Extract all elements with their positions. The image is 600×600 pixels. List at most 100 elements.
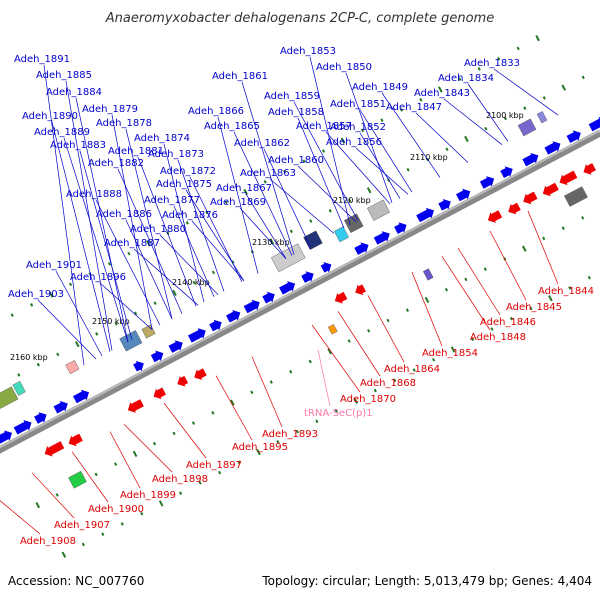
tick-mark bbox=[35, 502, 41, 509]
reverse-leader-line bbox=[527, 210, 559, 285]
tick-mark bbox=[198, 481, 202, 485]
reverse-gene-arrow bbox=[127, 399, 144, 413]
reverse-gene-arrow bbox=[559, 170, 578, 186]
forward-gene-arrow bbox=[438, 198, 451, 211]
forward-gene-arrow bbox=[566, 130, 581, 144]
forward-gene-arrow bbox=[394, 222, 407, 234]
forward-gene-label: Adeh_1852 bbox=[330, 122, 386, 133]
reverse-gene-label: Adeh_1854 bbox=[422, 348, 478, 359]
tick-mark bbox=[302, 159, 306, 164]
reverse-gene-arrow bbox=[334, 291, 348, 304]
feature-block bbox=[564, 186, 588, 207]
forward-gene-arrow bbox=[187, 328, 206, 343]
tick-mark bbox=[172, 289, 177, 297]
tick-mark bbox=[295, 429, 299, 434]
tick-mark bbox=[405, 308, 410, 313]
reverse-leader-line bbox=[251, 356, 283, 428]
tick-mark bbox=[438, 86, 443, 93]
forward-leader-line bbox=[185, 189, 245, 282]
reverse-gene-label: Adeh_1907 bbox=[54, 520, 110, 531]
feature-block bbox=[367, 199, 391, 221]
tick-mark bbox=[542, 236, 546, 241]
tick-mark bbox=[289, 229, 293, 234]
tick-mark bbox=[366, 187, 372, 194]
forward-gene-label: Adeh_1876 bbox=[162, 210, 218, 221]
tick-mark bbox=[444, 287, 449, 292]
forward-gene-arrow bbox=[522, 152, 539, 167]
forward-leader-line bbox=[345, 72, 393, 203]
tick-mark bbox=[134, 311, 138, 316]
kbp-tick-label: 2100 kbp bbox=[486, 111, 524, 120]
tick-mark bbox=[95, 332, 99, 336]
forward-gene-label: Adeh_1834 bbox=[438, 73, 494, 84]
forward-gene-label: Adeh_1884 bbox=[46, 87, 102, 98]
feature-block bbox=[0, 386, 19, 410]
tick-mark bbox=[450, 346, 456, 353]
tick-mark bbox=[315, 419, 319, 424]
forward-gene-label: Adeh_1882 bbox=[88, 158, 144, 169]
forward-leader-line bbox=[55, 270, 103, 357]
tick-mark bbox=[521, 245, 527, 252]
forward-leader-line bbox=[493, 68, 559, 116]
forward-leader-line bbox=[95, 199, 161, 326]
tick-mark bbox=[432, 357, 436, 362]
tick-mark bbox=[107, 262, 112, 266]
forward-leader-line bbox=[117, 168, 183, 314]
forward-gene-label: Adeh_1889 bbox=[34, 127, 90, 138]
forward-leader-line bbox=[111, 114, 153, 330]
tick-mark bbox=[250, 390, 254, 395]
kbp-tick-label: 2110 kbp bbox=[410, 153, 448, 162]
reverse-gene-arrow bbox=[523, 191, 538, 205]
tick-mark bbox=[477, 67, 481, 71]
tick-mark bbox=[399, 108, 403, 112]
reverse-gene-arrow bbox=[583, 163, 596, 175]
feature-block bbox=[422, 268, 434, 281]
reverse-gene-label: Adeh_1908 bbox=[20, 536, 76, 547]
feature-block bbox=[271, 243, 306, 273]
tick-mark bbox=[146, 240, 151, 247]
forward-gene-label: Adeh_1847 bbox=[386, 102, 442, 113]
reverse-gene-arrow bbox=[68, 433, 83, 447]
forward-gene-arrow bbox=[226, 309, 241, 323]
forward-gene-arrow bbox=[479, 176, 495, 189]
forward-leader-line bbox=[415, 112, 469, 163]
forward-gene-label: Adeh_1833 bbox=[464, 58, 520, 69]
feature-block bbox=[536, 111, 548, 124]
accession-text: Accession: NC_007760 bbox=[8, 574, 145, 588]
feature-block bbox=[119, 330, 143, 352]
forward-leader-line bbox=[467, 83, 509, 142]
tick-mark bbox=[497, 56, 501, 61]
forward-gene-label: Adeh_1880 bbox=[130, 224, 186, 235]
reverse-gene-label: Adeh_1844 bbox=[538, 286, 594, 297]
kbp-tick-label: 2120 kbp bbox=[333, 196, 371, 205]
reverse-leader-line bbox=[489, 230, 527, 301]
feature-block bbox=[517, 118, 537, 137]
reverse-gene-label: Adeh_1895 bbox=[232, 442, 288, 453]
kbp-tick-label: 2160 kbp bbox=[10, 353, 48, 362]
reverse-leader-line bbox=[457, 247, 501, 316]
forward-leader-line bbox=[43, 64, 85, 366]
forward-gene-label: Adeh_1860 bbox=[268, 155, 324, 166]
tick-mark bbox=[179, 491, 183, 495]
reverse-leader-line bbox=[337, 311, 381, 377]
reverse-gene-label: Adeh_1870 bbox=[340, 394, 396, 405]
tick-mark bbox=[328, 209, 332, 213]
reverse-gene-label: Adeh_1899 bbox=[120, 490, 176, 501]
tick-mark bbox=[340, 137, 346, 144]
forward-gene-label: Adeh_1849 bbox=[352, 82, 408, 93]
forward-leader-line bbox=[125, 219, 173, 320]
tick-mark bbox=[334, 409, 338, 413]
tick-mark bbox=[373, 388, 377, 393]
reverse-gene-label: Adeh_1897 bbox=[186, 460, 242, 471]
forward-gene-label: Adeh_1874 bbox=[134, 133, 190, 144]
tick-mark bbox=[81, 542, 85, 547]
tick-mark bbox=[140, 511, 144, 516]
forward-gene-label: Adeh_1890 bbox=[22, 111, 78, 122]
tick-mark bbox=[587, 275, 591, 280]
forward-gene-arrow bbox=[209, 319, 222, 332]
reverse-leader-line bbox=[163, 402, 207, 459]
reverse-gene-label: Adeh_1845 bbox=[506, 302, 562, 313]
gene-label-layer: Adeh_1891 Adeh_1885 Adeh_1884 Adeh_1890 Adeh… bbox=[8, 46, 594, 547]
forward-gene-label: Adeh_1877 bbox=[144, 195, 200, 206]
